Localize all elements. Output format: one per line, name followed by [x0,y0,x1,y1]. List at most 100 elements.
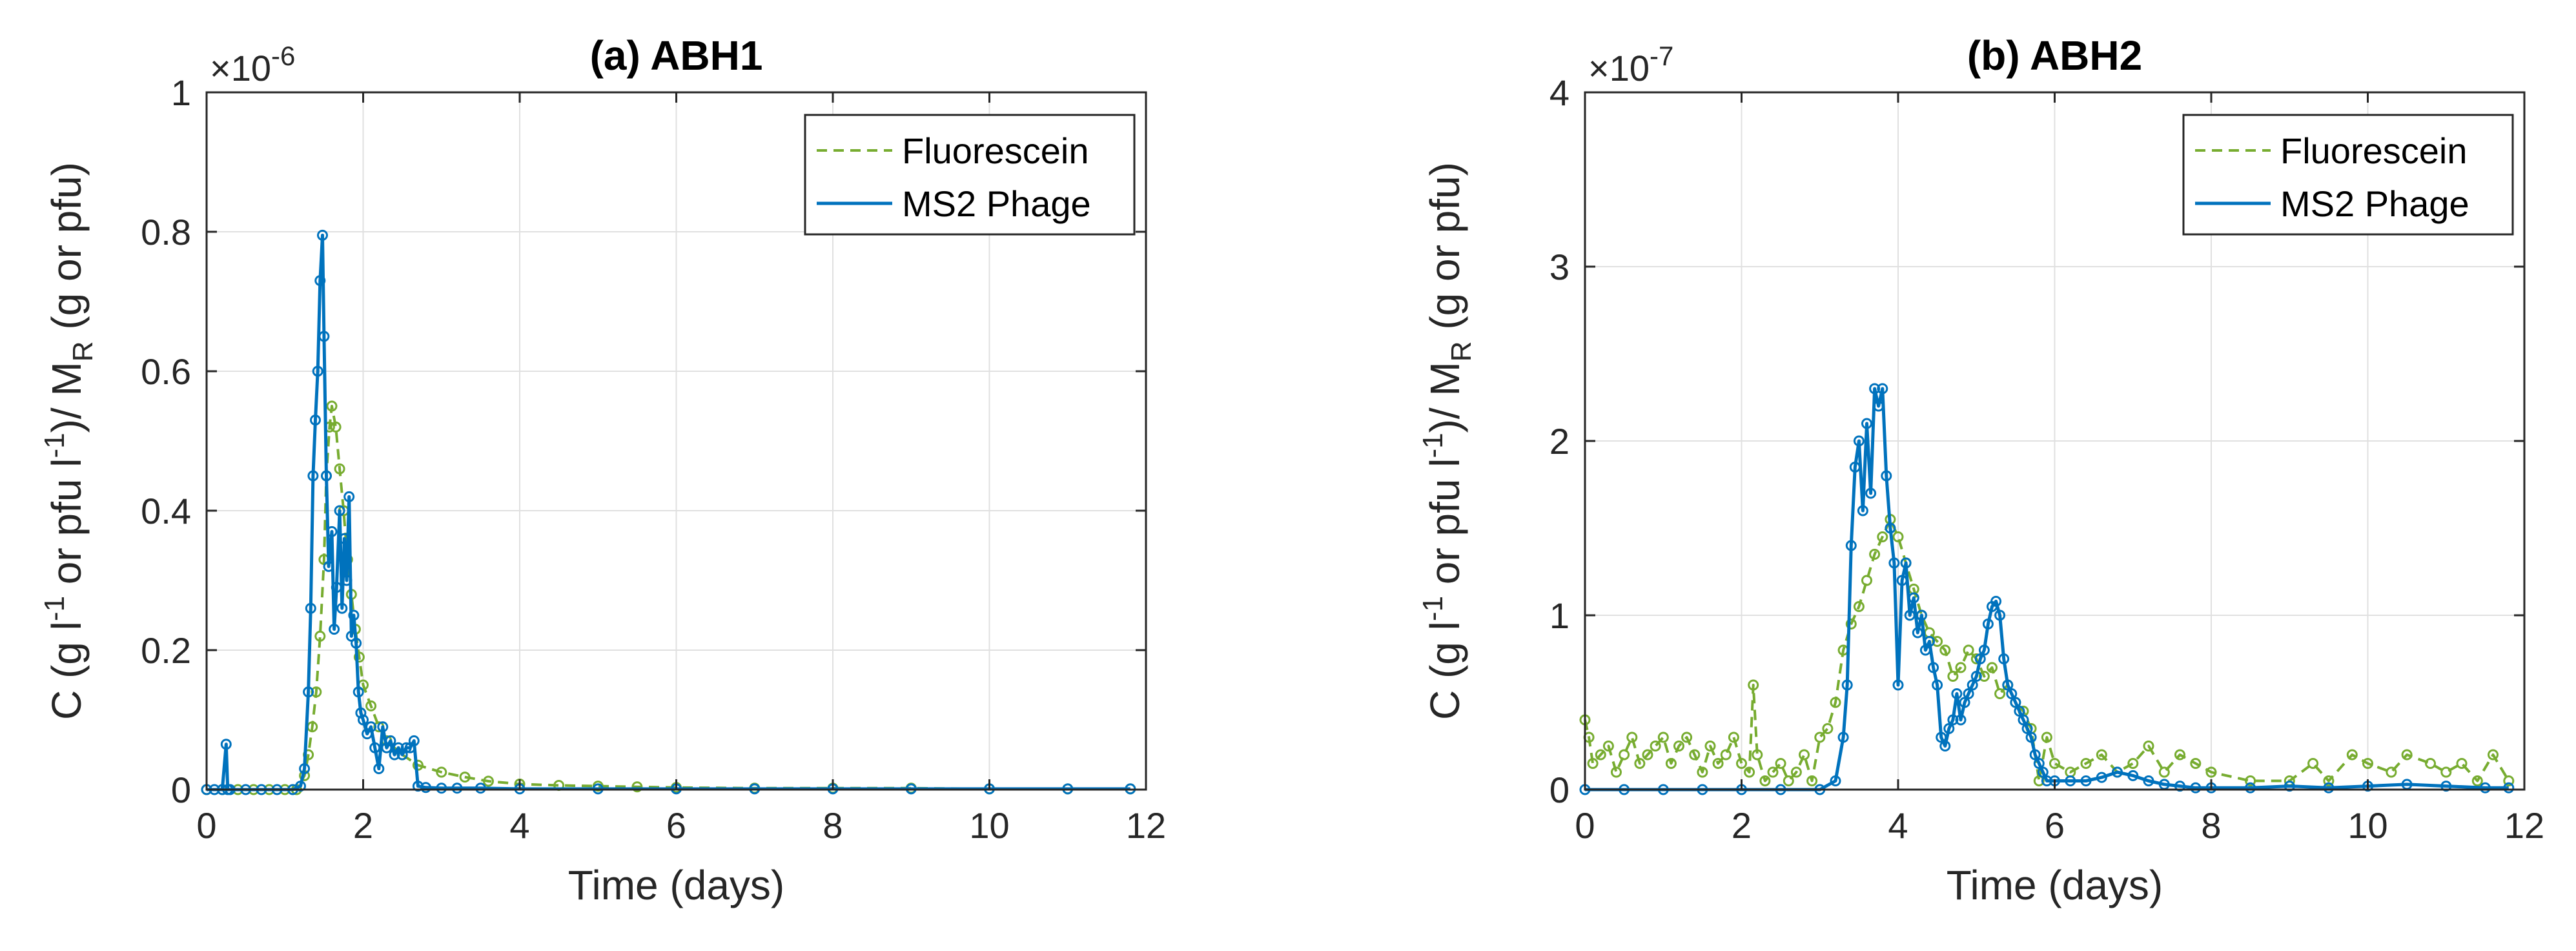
data-point [1936,731,1947,743]
data-point [1932,636,1943,647]
data-point [305,602,316,614]
data-point [1587,758,1599,769]
data-point [2245,775,2256,786]
y-exponent-base: ×10 [210,48,271,88]
data-point [1681,731,1693,743]
data-point [2471,775,2483,786]
data-point [1822,723,1834,734]
y-axis-label: C (g l-1 or pfu l-1)/ MR (g or pfu) [39,162,99,720]
data-point [475,782,486,794]
data-point [2143,741,2154,752]
data-point [1845,540,1857,551]
data-point [2002,679,2014,691]
data-point [1959,697,1970,708]
data-point [303,686,314,698]
data-point [2096,749,2107,761]
x-tick-label: 4 [509,805,529,846]
data-point [1619,749,1630,761]
data-point [1978,671,1990,682]
chart-title: (b) ABH2 [1967,32,2142,79]
data-point [1885,522,1896,534]
data-point [1939,741,1951,752]
data-point [1873,400,1885,412]
data-point [2096,772,2107,783]
x-tick-label: 12 [1126,805,1166,846]
data-point [1857,505,1868,516]
data-point [2205,766,2217,778]
data-point [2425,758,2436,769]
data-point [2065,775,2076,786]
data-point [436,766,447,778]
data-point [1748,679,1759,691]
data-point [1845,619,1857,629]
data-point [334,463,345,475]
data-point [2174,749,2185,761]
data-point [2440,781,2452,792]
data-point [1978,644,1990,656]
x-tick-label: 8 [823,805,843,846]
y-axis-label: C (g l-1 or pfu l-1)/ MR (g or pfu) [1417,162,1477,720]
data-point [377,721,389,733]
y-tick-label: 4 [1549,72,1569,113]
data-point [2006,688,2018,699]
data-point [2323,775,2335,786]
data-point [1595,749,1606,761]
data-point [2080,775,2092,786]
data-point [2245,782,2256,793]
data-point [420,782,431,793]
data-point [2041,775,2052,786]
y-tick-label: 0.6 [141,351,191,392]
x-tick-label: 10 [2347,805,2387,846]
data-point [1767,766,1779,778]
data-point [348,609,360,621]
data-point [365,700,377,711]
data-point [1892,679,1904,691]
data-point [307,470,319,482]
data-point [1963,644,1974,656]
data-point [2440,766,2452,778]
data-point [1994,609,2006,621]
data-point [334,505,345,516]
data-point [2362,758,2373,769]
data-point [2127,770,2139,781]
data-point [1837,731,1849,743]
y-tick-label: 3 [1549,247,1569,287]
y-tick-label: 0.2 [141,630,191,671]
data-point [2033,775,2045,786]
data-point [385,735,396,746]
data-point [1728,731,1739,743]
data-point [1908,592,1919,604]
data-point [631,781,643,793]
data-point [326,526,338,537]
data-point [2080,758,2092,769]
data-point [1900,557,1912,569]
legend-label: MS2 Phage [902,183,1091,224]
data-point [299,763,311,775]
data-point [1919,644,1931,656]
data-point [459,772,471,783]
data-point [2386,766,2397,778]
data-point [1799,749,1810,761]
x-tick-label: 6 [2045,805,2065,846]
data-point [2014,706,2025,717]
chart-title: (a) ABH1 [590,32,763,79]
data-point [330,421,342,433]
data-point [1814,731,1826,743]
data-point [1955,662,1967,673]
data-point [311,686,322,698]
data-point [365,721,377,733]
data-point [1955,714,1967,726]
data-point [2041,731,2052,743]
data-point [369,742,381,753]
y-exponent-label: ×10-6 [210,41,295,88]
data-point [1947,714,1959,726]
data-point [1943,723,1955,734]
data-point [1697,766,1708,778]
data-point [2018,714,2029,726]
data-point [1881,470,1892,482]
legend: Fluorescein MS2 Phage [804,114,1136,236]
data-point [1650,741,1661,752]
data-point [2503,782,2515,793]
data-point [1634,758,1646,769]
